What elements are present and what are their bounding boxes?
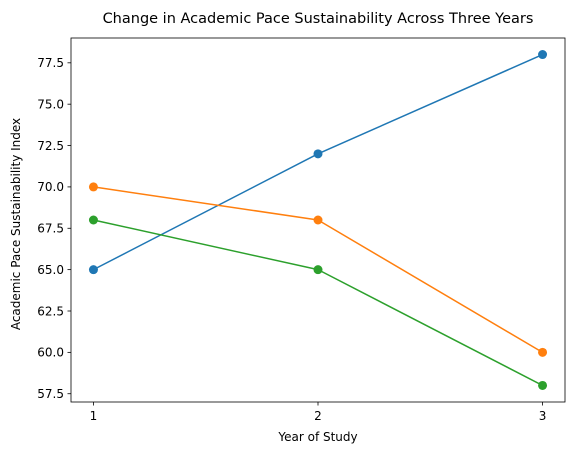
series-1-point: [313, 149, 323, 159]
series-3-point: [88, 215, 98, 225]
series-3-point: [313, 265, 323, 275]
series-2-point: [313, 215, 323, 225]
y-tick-label: 62.5: [37, 304, 64, 318]
x-tick-label: 3: [539, 409, 547, 423]
axes: 1 2 3 57.5 60.0 62.5 65.0 67.5 70.0 72.5 75.0 77.5: [37, 37, 566, 423]
x-tick-label: 2: [314, 409, 322, 423]
series-2-point: [88, 182, 98, 192]
series-3-point: [538, 380, 548, 390]
y-tick-label: 60.0: [37, 346, 64, 360]
y-tick-label: 70.0: [37, 180, 64, 194]
x-tick-label: 1: [90, 409, 98, 423]
series-1-point: [88, 265, 98, 275]
y-tick-label: 77.5: [37, 56, 64, 70]
series-2-point: [538, 347, 548, 357]
chart-title: Change in Academic Pace Sustainability A…: [103, 11, 534, 27]
x-axis-label: Year of Study: [277, 430, 357, 444]
y-tick-label: 65.0: [37, 263, 64, 277]
y-tick-label: 72.5: [37, 139, 64, 153]
y-tick-label: 57.5: [37, 387, 64, 401]
y-tick-label: 75.0: [37, 97, 64, 111]
series-layer: [88, 50, 548, 390]
y-tick-label: 67.5: [37, 222, 64, 236]
y-axis-label: Academic Pace Sustainability Index: [9, 118, 23, 330]
series-1-point: [538, 50, 548, 60]
